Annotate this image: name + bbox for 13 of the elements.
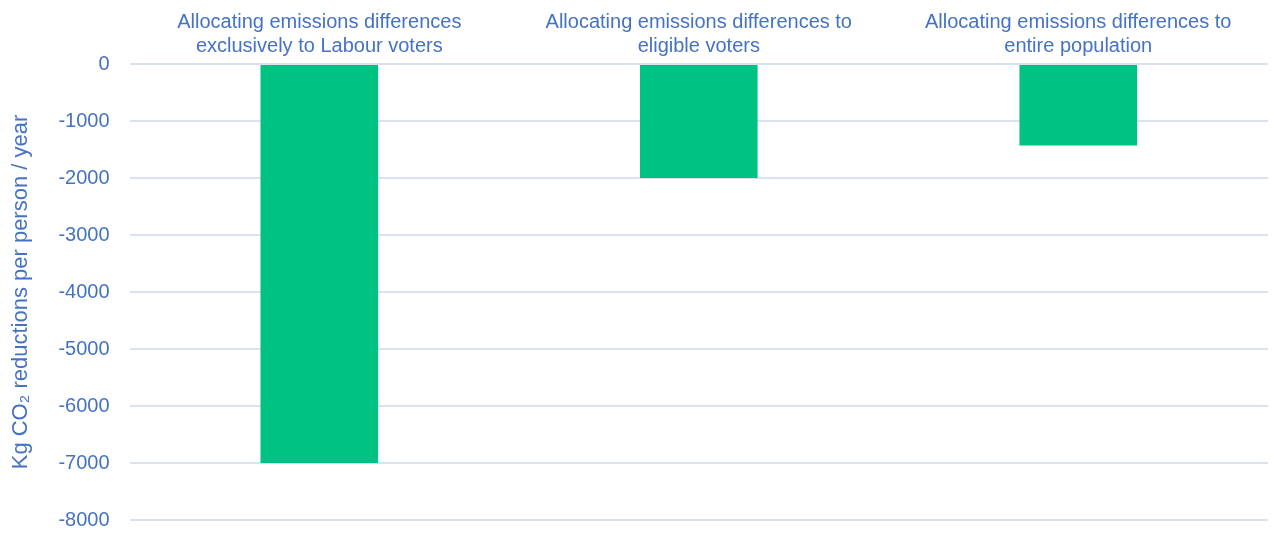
y-tick-label: -2000 (58, 165, 110, 188)
y-tick-label: -6000 (58, 393, 110, 416)
y-tick-label: -3000 (58, 222, 110, 245)
y-tick-label: -8000 (58, 507, 110, 530)
x-tick-label: Allocating emissions differences to entire population (925, 9, 1232, 56)
x-tick-label: Allocating emissions differences to eligible voters (545, 9, 853, 56)
y-tick-label: -5000 (58, 336, 110, 359)
y-tick-label: -7000 (58, 450, 110, 473)
y-tick-label: -4000 (58, 279, 110, 302)
y-axis-title: Kg CO₂ reductions per person / year (7, 114, 33, 470)
y-tick-label: 0 (98, 51, 110, 74)
y-tick-label: -1000 (58, 108, 110, 131)
x-tick-label: Allocating emissions differences exclusively to Labour voters (177, 9, 462, 56)
